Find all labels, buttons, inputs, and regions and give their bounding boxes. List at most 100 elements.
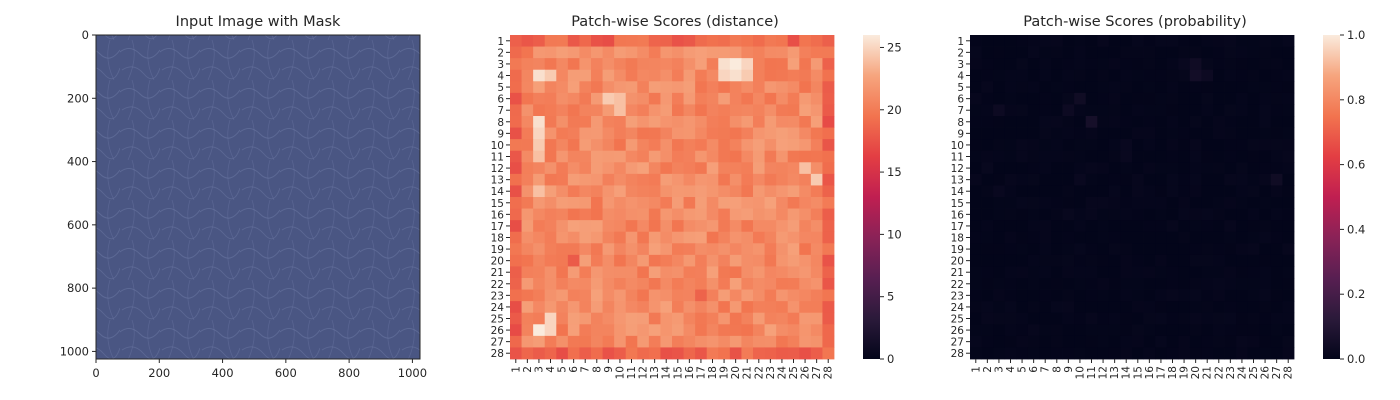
distance-cell xyxy=(764,220,777,233)
distance-cell xyxy=(602,69,615,82)
probability-cell xyxy=(1120,266,1133,279)
distance-cell xyxy=(729,197,742,209)
distance-cell xyxy=(810,127,823,140)
distance-cell xyxy=(591,324,603,337)
distance-cell xyxy=(521,58,534,71)
distance-cell xyxy=(510,231,522,244)
distance-cell xyxy=(672,150,684,163)
distance-colorbar-tick-label: 5 xyxy=(887,290,894,304)
distance-cell xyxy=(579,58,592,71)
distance-y-tick-label: 28 xyxy=(491,348,504,360)
distance-cell xyxy=(695,173,708,186)
distance-cell xyxy=(602,92,615,105)
distance-cell xyxy=(625,185,638,198)
probability-cell xyxy=(1004,46,1017,59)
distance-cell xyxy=(776,81,789,94)
probability-cell xyxy=(1155,278,1168,290)
probability-cell xyxy=(1074,35,1087,47)
distance-cell xyxy=(718,335,731,348)
distance-cell xyxy=(556,116,569,128)
distance-cell xyxy=(764,278,777,290)
distance-cell xyxy=(776,231,789,244)
distance-cell xyxy=(510,347,522,360)
distance-cell xyxy=(556,312,569,325)
distance-cell xyxy=(556,278,569,290)
probability-cell xyxy=(1085,220,1098,233)
probability-cell xyxy=(1062,58,1075,71)
probability-cell xyxy=(1027,324,1040,337)
distance-cell xyxy=(579,312,592,325)
distance-cell xyxy=(706,335,719,348)
distance-cell xyxy=(544,173,557,186)
distance-cell xyxy=(544,162,557,175)
probability-x-tick-label: 12 xyxy=(1098,366,1110,379)
probability-cell xyxy=(970,289,982,302)
distance-cell xyxy=(753,92,765,105)
distance-cell xyxy=(672,208,684,221)
distance-cell xyxy=(614,104,627,117)
probability-cell xyxy=(1189,58,1202,71)
distance-cell xyxy=(787,173,800,186)
distance-cell xyxy=(706,266,719,279)
probability-cell xyxy=(1016,162,1029,175)
probability-cell xyxy=(1016,312,1029,325)
probability-cell xyxy=(1108,243,1121,256)
probability-cell xyxy=(1189,347,1202,360)
probability-cell xyxy=(1282,231,1295,244)
distance-cell xyxy=(637,335,650,348)
probability-cell xyxy=(1097,266,1110,279)
distance-cell xyxy=(718,324,731,337)
probability-cell xyxy=(1213,231,1225,244)
distance-cell xyxy=(521,150,534,163)
distance-cell xyxy=(672,92,684,105)
distance-x-tick-label: 5 xyxy=(557,366,569,373)
probability-cell xyxy=(970,208,982,221)
distance-colorbar-tick-label: 25 xyxy=(887,40,902,54)
distance-cell xyxy=(776,150,789,163)
probability-cell xyxy=(981,58,994,71)
distance-cell xyxy=(776,185,789,198)
probability-cell xyxy=(1189,92,1202,105)
distance-cell xyxy=(591,335,603,348)
distance-cell xyxy=(648,335,661,348)
distance-cell xyxy=(729,278,742,290)
distance-cell xyxy=(637,312,650,325)
distance-cell xyxy=(579,35,592,47)
probability-cell xyxy=(1039,231,1052,244)
probability-cell xyxy=(1039,127,1052,140)
probability-cell xyxy=(1097,243,1110,256)
distance-cell xyxy=(591,301,603,314)
distance-cell xyxy=(706,58,719,71)
distance-cell xyxy=(521,35,534,47)
distance-cell xyxy=(556,69,569,82)
probability-cell xyxy=(1097,324,1110,337)
probability-cell xyxy=(1120,231,1133,244)
distance-cell xyxy=(648,220,661,233)
distance-cell xyxy=(776,347,789,360)
probability-cell xyxy=(1120,150,1133,163)
probability-cell xyxy=(1224,312,1237,325)
probability-cell xyxy=(1085,347,1098,360)
probability-cell xyxy=(1155,197,1168,209)
distance-cell xyxy=(602,208,615,221)
probability-x-tick-label: 2 xyxy=(982,366,994,373)
distance-y-tick-label: 21 xyxy=(491,267,504,279)
probability-cell xyxy=(1282,197,1295,209)
probability-cell xyxy=(1027,92,1040,105)
distance-x-tick-label: 18 xyxy=(707,366,719,379)
distance-cell xyxy=(602,46,615,59)
probability-cell xyxy=(1282,243,1295,256)
probability-cell xyxy=(1155,347,1168,360)
distance-cell xyxy=(614,335,627,348)
probability-cell xyxy=(1236,301,1249,314)
probability-x-tick-label: 10 xyxy=(1074,366,1086,379)
distance-cell xyxy=(822,150,835,163)
probability-cell xyxy=(970,162,982,175)
distance-cell xyxy=(602,150,615,163)
probability-cell xyxy=(1166,335,1179,348)
probability-cell xyxy=(1074,208,1087,221)
distance-cell xyxy=(810,243,823,256)
distance-cell xyxy=(602,139,615,152)
probability-cell xyxy=(1259,92,1272,105)
probability-cell xyxy=(1201,116,1214,128)
